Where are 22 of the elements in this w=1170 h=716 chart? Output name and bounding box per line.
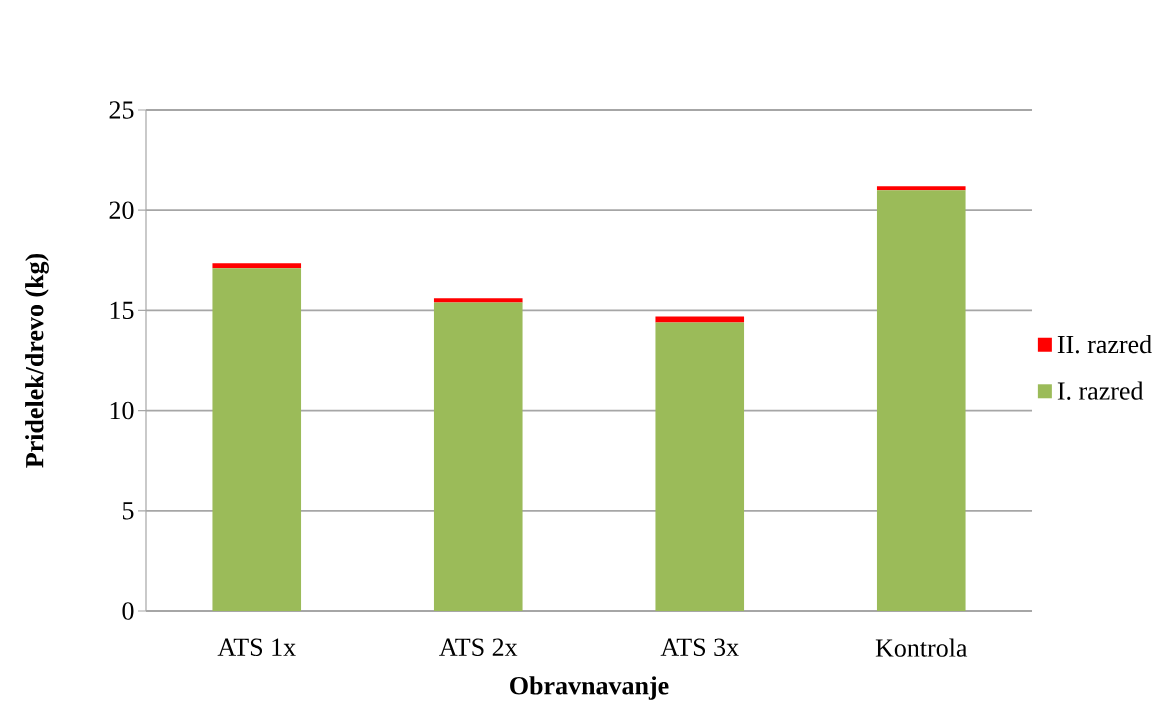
- x-tick-label: ATS 3x: [660, 638, 739, 656]
- y-tick-label: 25: [109, 101, 134, 119]
- y-tick-label: 15: [110, 301, 134, 320]
- y-axis-title: Pridelek/drevo (kg): [25, 253, 49, 468]
- x-axis-title: Obravnavanje: [510, 676, 669, 700]
- y-tick-label: 10: [110, 401, 134, 420]
- x-tick-label: Kontrola: [875, 638, 968, 657]
- bar: [655, 316, 745, 323]
- bar: [655, 322, 745, 611]
- bar: [876, 190, 966, 611]
- bar: [433, 302, 523, 611]
- y-tick-label: 20: [109, 201, 134, 219]
- y-tick-label: 0: [122, 602, 134, 620]
- legend-label: II. razred: [1057, 334, 1152, 354]
- bar: [212, 263, 302, 269]
- x-tick-label: ATS 2x: [439, 638, 518, 656]
- bar: [212, 268, 302, 611]
- y-tick-label: 5: [122, 502, 134, 520]
- legend-label: I. razred: [1057, 381, 1144, 400]
- bar: [876, 186, 966, 191]
- x-tick-label: ATS 1x: [217, 638, 296, 656]
- bar: [433, 298, 523, 303]
